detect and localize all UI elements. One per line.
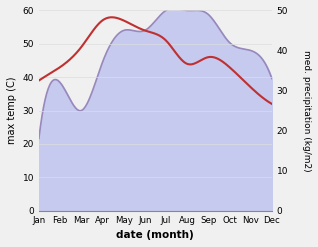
Y-axis label: max temp (C): max temp (C) — [7, 77, 17, 144]
X-axis label: date (month): date (month) — [116, 230, 194, 240]
Y-axis label: med. precipitation (kg/m2): med. precipitation (kg/m2) — [302, 50, 311, 171]
